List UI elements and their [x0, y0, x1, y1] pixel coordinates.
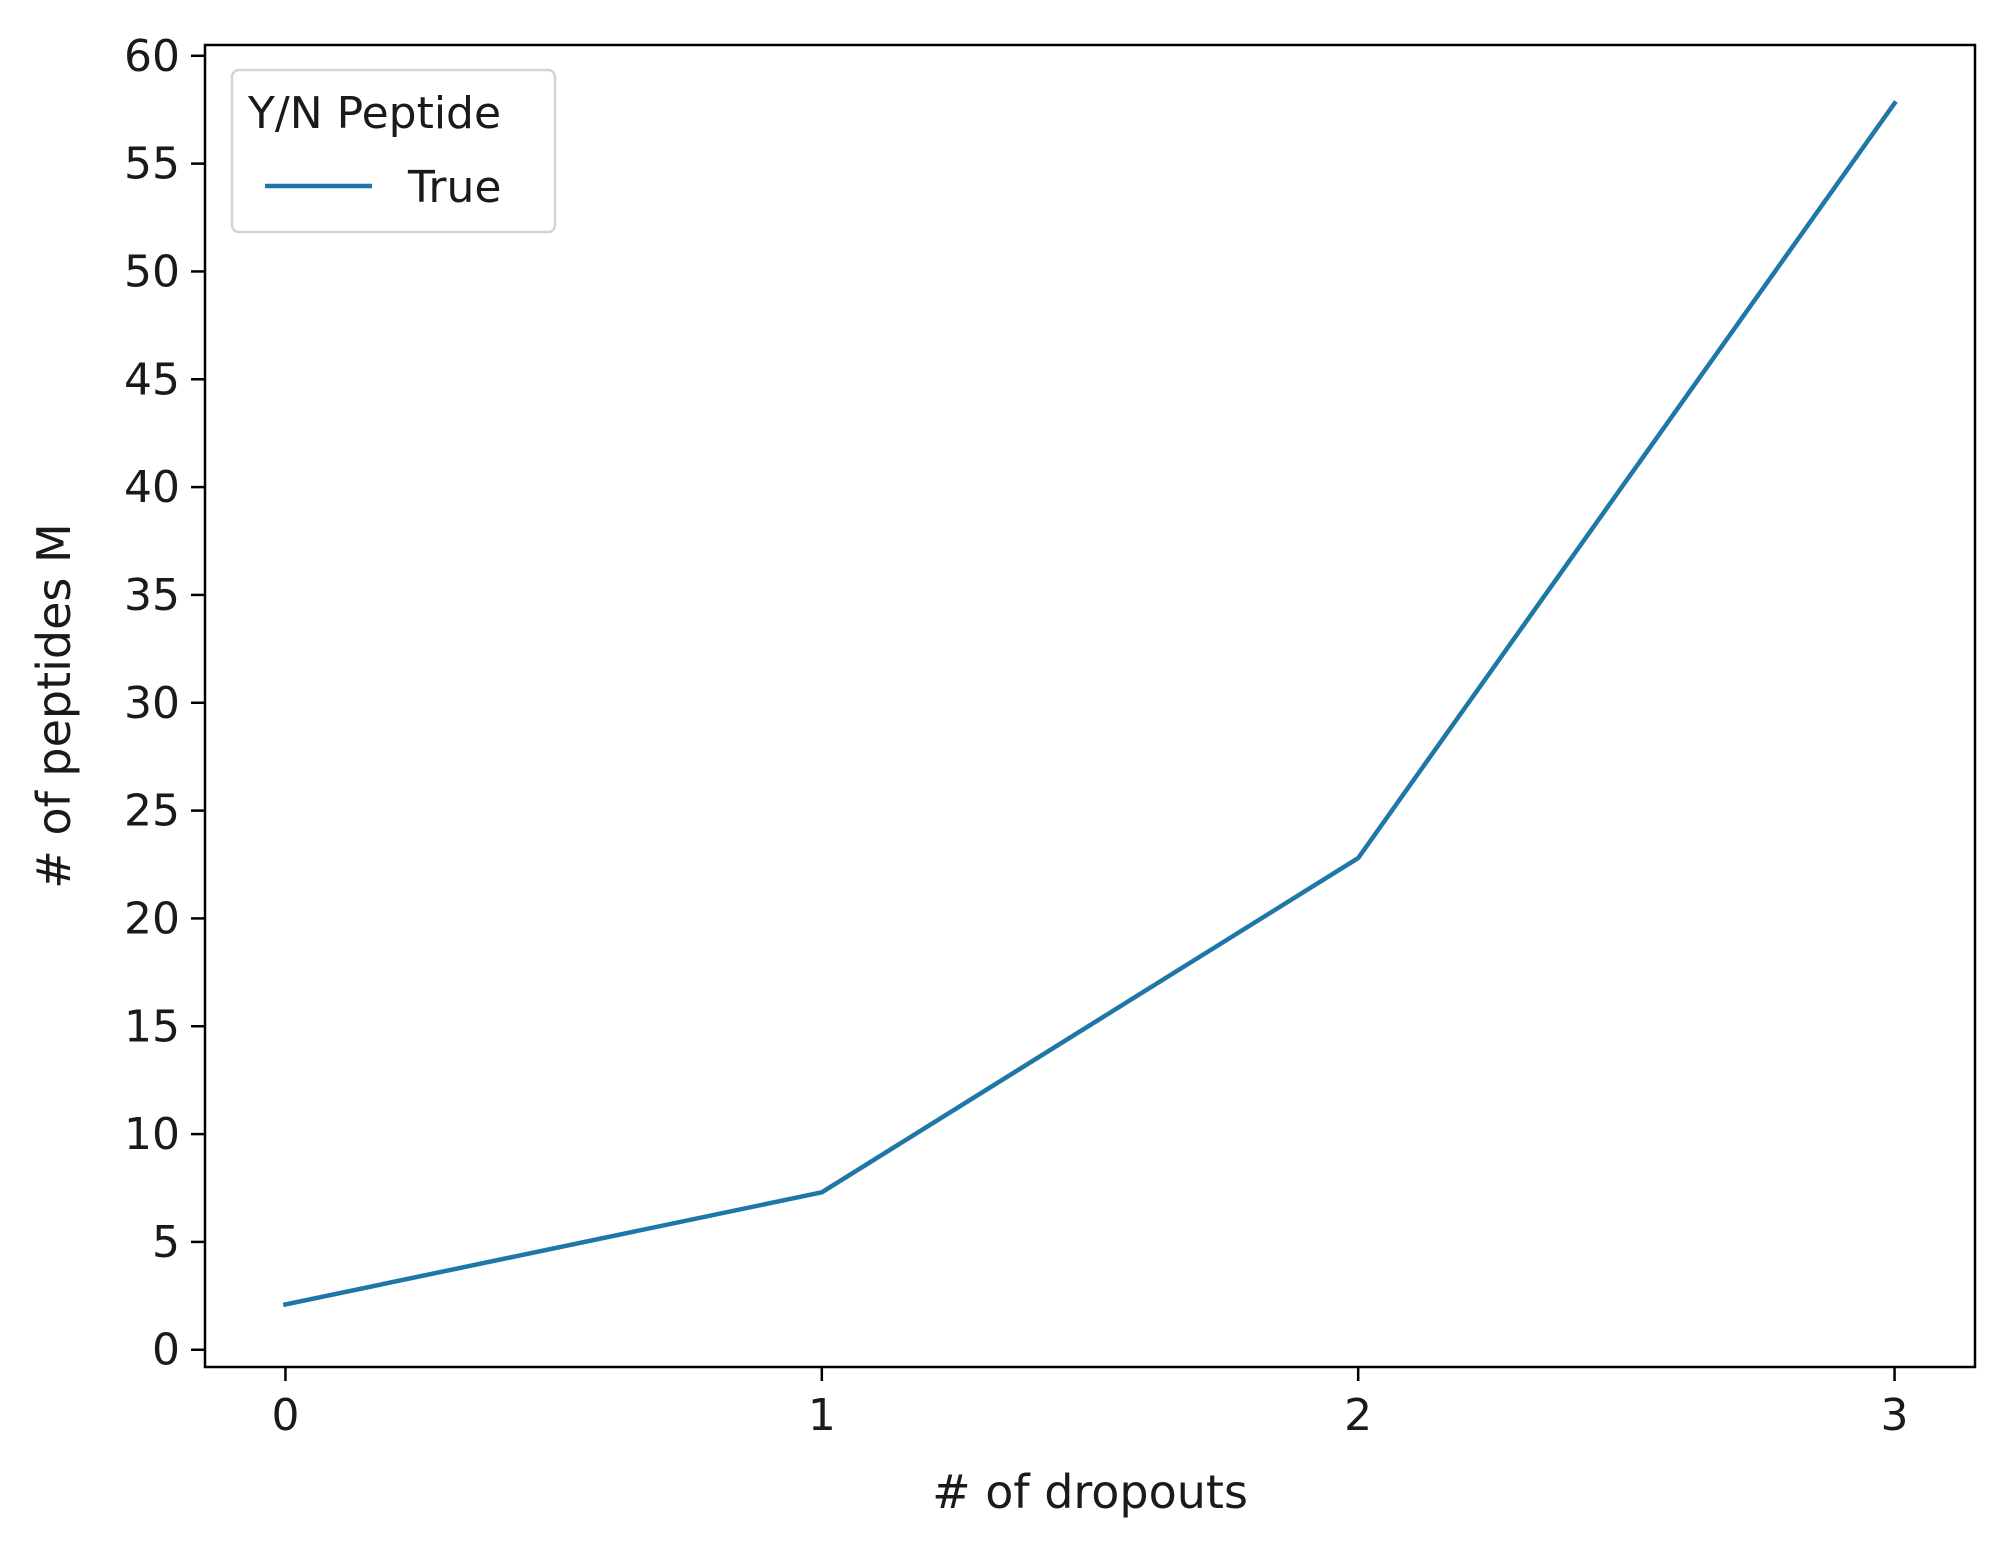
- y-tick-label: 10: [124, 1109, 180, 1160]
- x-tick-label: 2: [1344, 1390, 1372, 1441]
- legend-title: Y/N Peptide: [247, 88, 501, 139]
- y-tick-label: 15: [124, 1001, 180, 1052]
- y-tick-label: 55: [124, 139, 180, 190]
- y-tick-label: 50: [124, 246, 180, 297]
- legend: Y/N Peptide True: [230, 68, 557, 234]
- y-tick-label: 20: [124, 893, 180, 944]
- y-tick-label: 40: [124, 462, 180, 513]
- y-axis-label: # of peptides M: [27, 523, 81, 888]
- legend-frame: [230, 68, 557, 234]
- y-tick-label: 35: [124, 570, 180, 621]
- series-line: [282, 100, 1898, 1308]
- y-tick-label: 5: [152, 1217, 180, 1268]
- x-axis-label: # of dropouts: [932, 1465, 1248, 1519]
- y-tick-label: 0: [152, 1325, 180, 1376]
- x-tick-label: 0: [271, 1390, 299, 1441]
- y-tick-label: 30: [124, 678, 180, 729]
- y-tick-label: 25: [124, 786, 180, 837]
- x-tick-label: 3: [1881, 1390, 1909, 1441]
- plot-frame: [203, 43, 1977, 1369]
- series-lines: [282, 100, 1898, 1308]
- y-tick-label: 45: [124, 354, 180, 405]
- x-tick-label: 1: [808, 1390, 836, 1441]
- legend-label: True: [407, 162, 501, 213]
- y-tick-label: 60: [124, 31, 180, 82]
